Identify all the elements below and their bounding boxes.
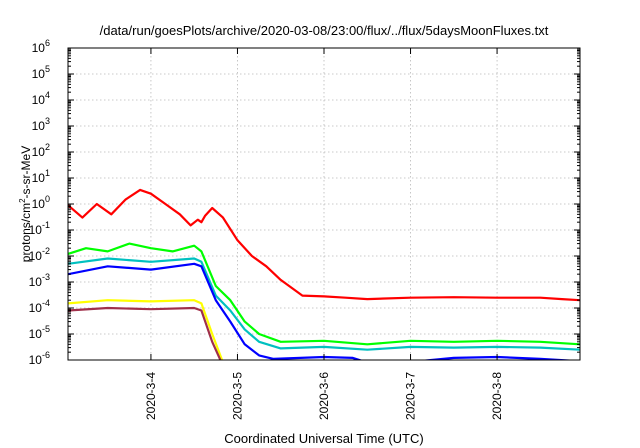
y-tick-label-base: 10: [29, 249, 43, 263]
y-tick-label: 10-6: [29, 350, 50, 367]
y-tick-label: 104: [32, 90, 50, 107]
x-axis-ticks: 2020-3-4 2020-3-5 2020-3-6 2020-3-7 2020-3-8: [144, 48, 504, 420]
y-tick-label-exponent: -3: [42, 272, 50, 282]
x-tick-label: 2020-3-7: [404, 372, 418, 420]
y-tick-label-exponent: 0: [45, 194, 50, 204]
y-axis-label-main: protons/cm: [19, 203, 33, 262]
y-tick-label-base: 10: [32, 41, 46, 55]
y-tick-label-exponent: 3: [45, 116, 50, 126]
x-tick-label: 2020-3-4: [144, 372, 158, 420]
y-tick-label: 102: [32, 142, 50, 159]
y-tick-label-base: 10: [32, 145, 46, 159]
y-tick-label-base: 10: [29, 327, 43, 341]
data-series: [68, 188, 580, 360]
series-line-6: [68, 306, 222, 360]
y-tick-label: 10-1: [29, 220, 50, 237]
y-tick-label: 10-4: [29, 298, 50, 315]
series-line-5: [68, 299, 224, 360]
y-tick-label-exponent: 2: [45, 142, 50, 152]
y-tick-label: 105: [32, 64, 50, 81]
y-tick-label: 100: [32, 194, 50, 211]
y-tick-label-base: 10: [29, 301, 43, 315]
y-tick-label-base: 10: [29, 275, 43, 289]
y-tick-label-base: 10: [32, 119, 46, 133]
series-line-4: [68, 262, 579, 360]
y-tick-label-base: 10: [32, 67, 46, 81]
y-axis-ticks: 10-610-510-410-310-210-11001011021031041…: [29, 38, 580, 367]
y-tick-label: 101: [32, 168, 50, 185]
y-tick-label: 103: [32, 116, 50, 133]
x-tick-label: 2020-3-6: [317, 372, 331, 420]
y-tick-label: 10-5: [29, 324, 50, 341]
y-axis-label: protons/cm2-s-sr-MeV: [18, 146, 33, 262]
y-tick-label: 106: [32, 38, 50, 55]
x-tick-label: 2020-3-8: [490, 372, 504, 420]
y-tick-label-exponent: -4: [42, 298, 50, 308]
x-tick-label: 2020-3-5: [230, 372, 244, 420]
y-axis-label-superscript: 2: [18, 198, 27, 203]
chart-title: /data/run/goesPlots/archive/2020-03-08/2…: [100, 23, 549, 38]
y-tick-label-base: 10: [32, 93, 46, 107]
y-tick-label-exponent: 1: [45, 168, 50, 178]
y-tick-label-base: 10: [32, 197, 46, 211]
y-tick-label-exponent: 5: [45, 64, 50, 74]
y-tick-label: 10-2: [29, 246, 50, 263]
y-tick-label: 10-3: [29, 272, 50, 289]
y-tick-label-base: 10: [29, 353, 43, 367]
y-tick-label-exponent: 4: [45, 90, 50, 100]
series-line-3: [68, 257, 580, 351]
y-tick-label-exponent: -6: [42, 350, 50, 360]
y-tick-label-exponent: -2: [42, 246, 50, 256]
x-axis-label: Coordinated Universal Time (UTC): [224, 431, 423, 446]
y-tick-label-base: 10: [32, 171, 46, 185]
y-tick-label-base: 10: [29, 223, 43, 237]
grid: [68, 48, 580, 360]
series-line-1: [68, 188, 580, 302]
y-axis-label-units: -s-sr-MeV: [19, 146, 33, 199]
y-tick-label-exponent: -1: [42, 220, 50, 230]
series-line-2: [68, 242, 580, 346]
y-tick-label-exponent: -5: [42, 324, 50, 334]
y-tick-label-exponent: 6: [45, 38, 50, 48]
